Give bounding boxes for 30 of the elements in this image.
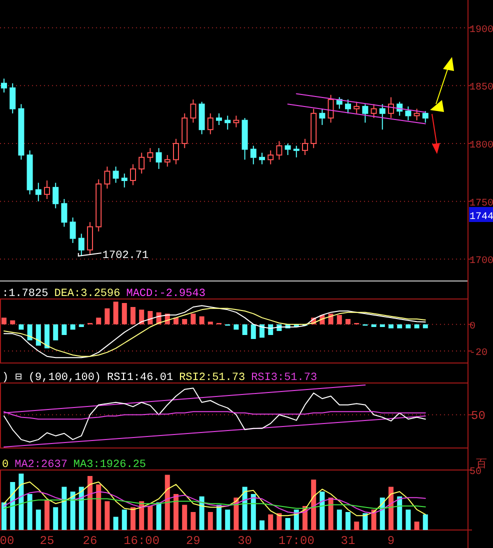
text: DEA:3.2596 (54, 288, 120, 300)
text: MA3:1926.25 (73, 459, 146, 471)
text: :1.7825 (2, 288, 48, 300)
y-axis-title: 百 (476, 457, 487, 470)
x-tick-label: 16:00 (124, 534, 160, 548)
series-label: 0 (2, 459, 9, 471)
x-tick-label: 30 (238, 534, 252, 548)
y-tick-label: 1850 (470, 82, 493, 94)
series-label: RSI1:46.01 (107, 372, 174, 384)
x-tick-label: 9 (387, 534, 395, 548)
x-tick-label: 26 (82, 534, 98, 548)
legend-label: RSI2:51.73 (179, 372, 246, 384)
series-label: MACD:-2.9543 (126, 288, 206, 300)
x-tick-label: 29 (186, 534, 200, 548)
text: RSI3:51.73 (251, 372, 318, 384)
y-tick-label: -20 (470, 348, 488, 359)
y-tick-label: 50 (470, 467, 482, 478)
chart-title: ) ⊟ (9,100,100) (2, 372, 102, 384)
x-tick-label: 31 (340, 534, 356, 548)
text: 1744 (470, 212, 493, 223)
y-tick-label: 1800 (470, 140, 493, 152)
x-tick-label: 17:00 (278, 534, 314, 548)
text: MA2:2637 (14, 459, 68, 471)
y-tick-label: 1700 (470, 256, 493, 268)
x-tick-label: 25 (40, 534, 54, 548)
annotation: 1702.71 (102, 250, 150, 262)
y-tick-label: 1750 (470, 198, 493, 210)
y-tick-label: 1900 (470, 24, 493, 36)
y-tick-label: 0 (470, 321, 476, 332)
x-tick-label: 00 (0, 534, 14, 548)
